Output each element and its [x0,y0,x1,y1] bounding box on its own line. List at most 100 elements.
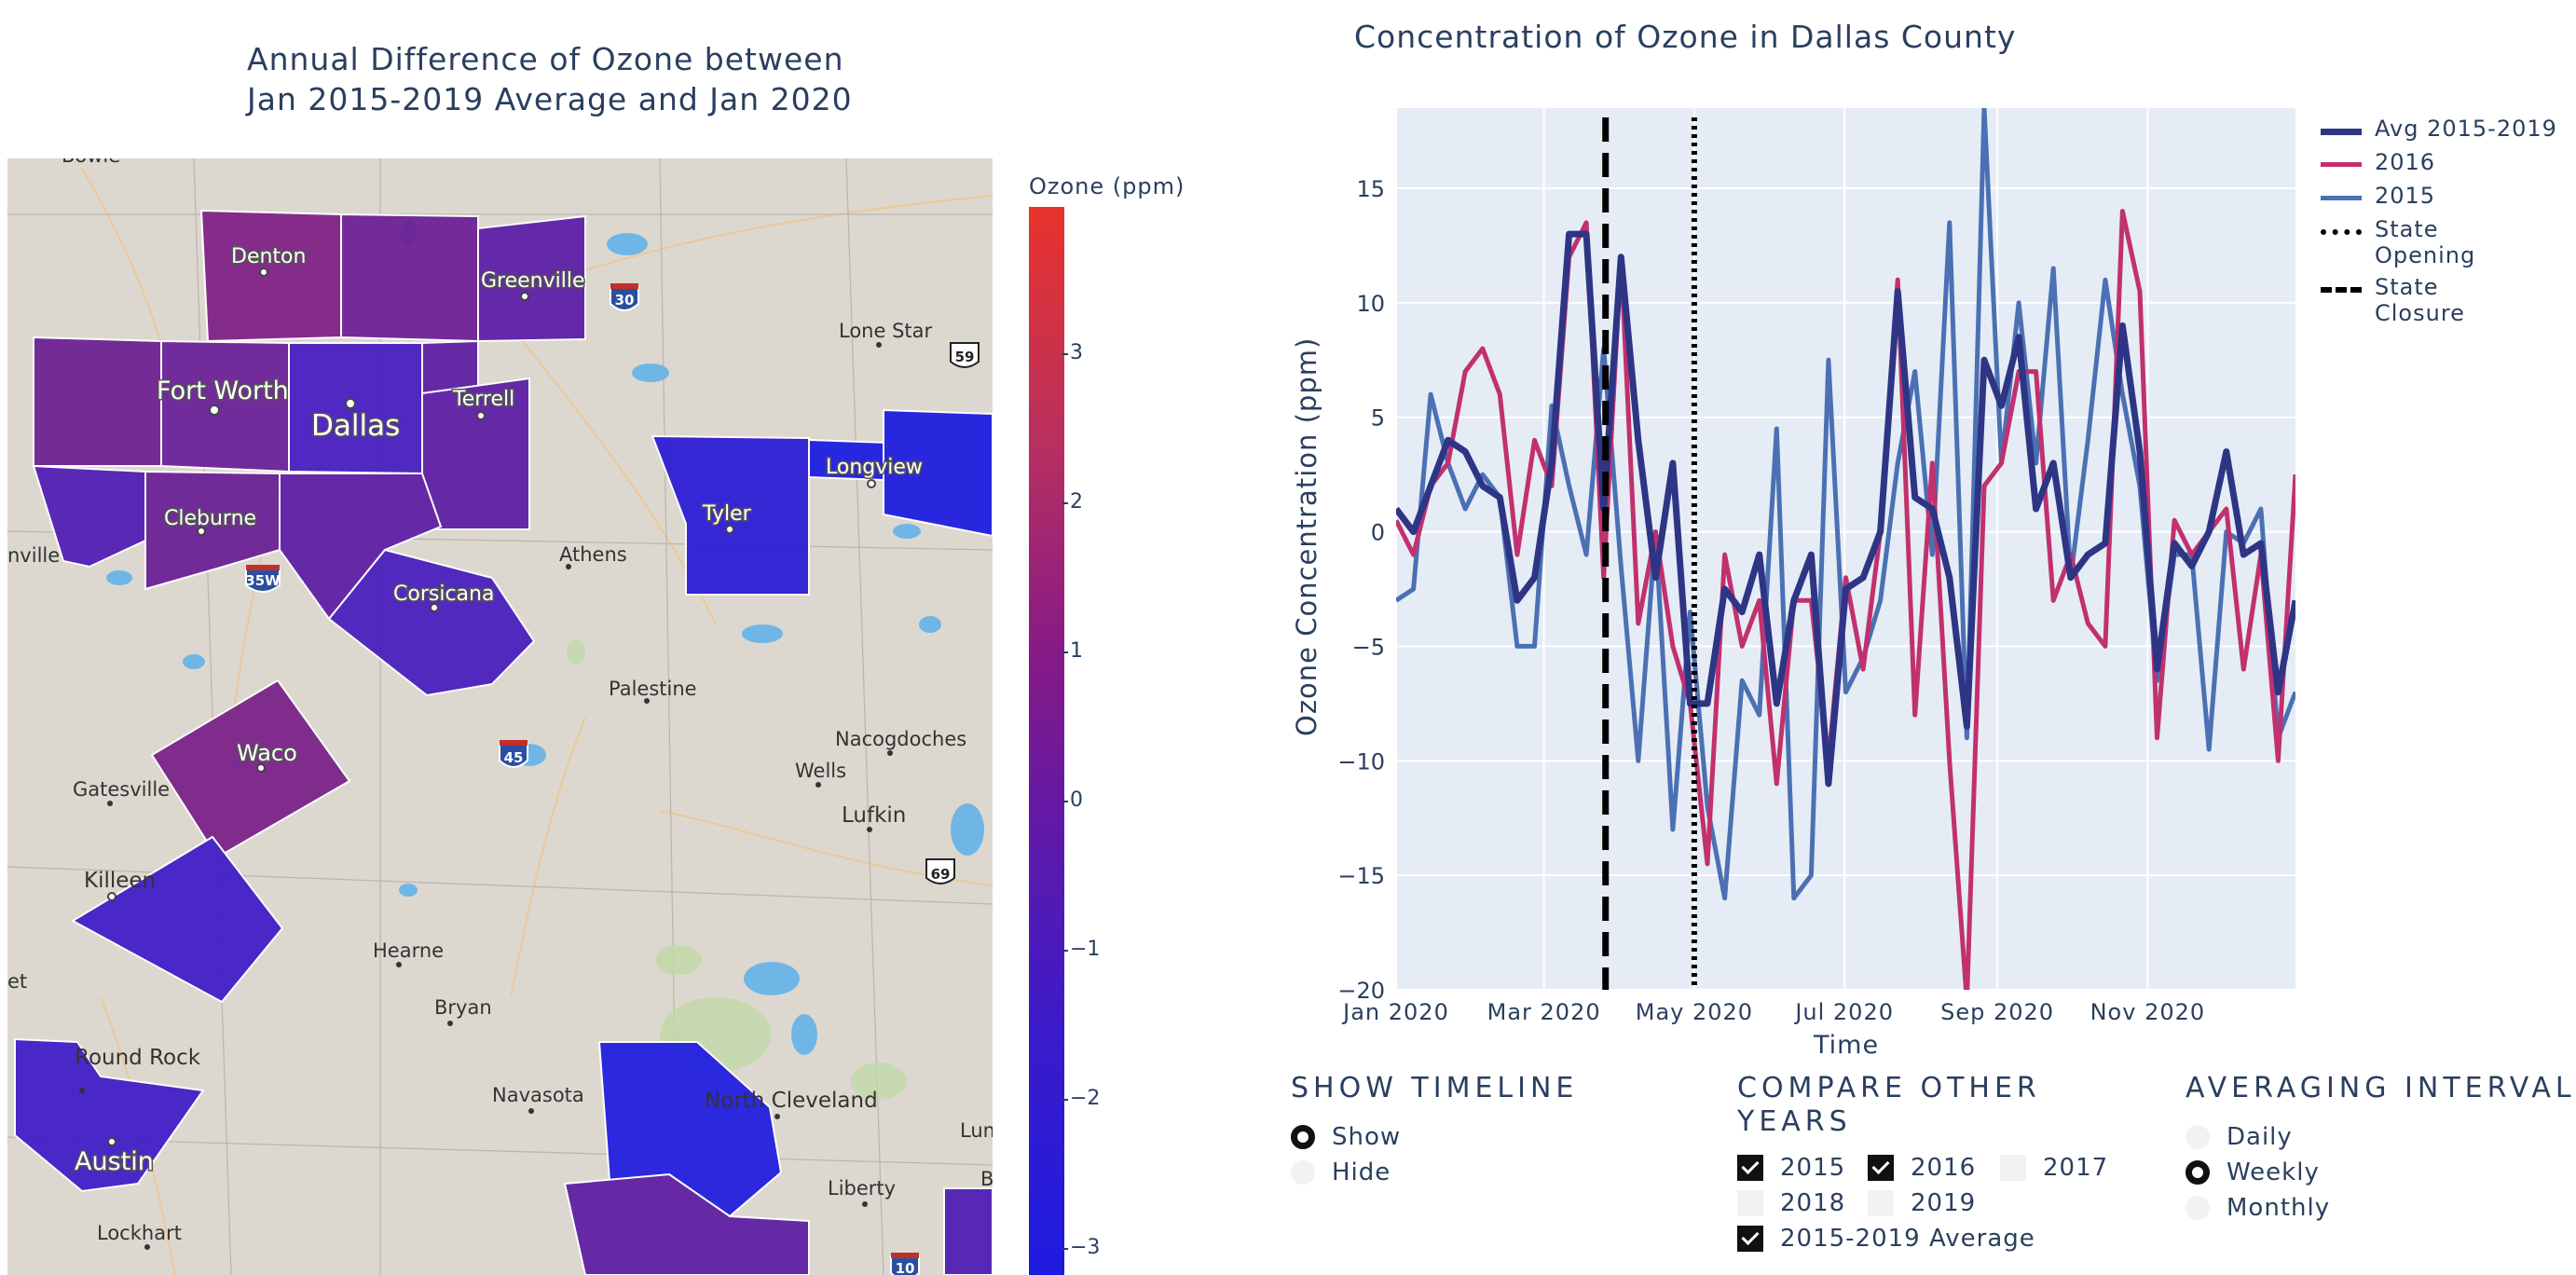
checkbox-2017[interactable]: 2017 [2000,1154,2108,1182]
x-tick-label: Jan 2020 [1341,999,1449,1025]
colorbar-tick: 1 [1062,639,1083,663]
colorbar-tick: −1 [1062,938,1101,961]
checkbox-2015-2019-average[interactable]: 2015-2019 Average [1737,1225,2035,1253]
checkbox-2015[interactable]: 2015 [1737,1154,1845,1182]
ozone-choropleth-map[interactable]: Denton Greenville Fort Worth Dallas Terr… [7,158,993,1275]
label-lum: Lum [960,1119,993,1142]
county-mclennan[interactable] [150,679,351,859]
label-bryan: Bryan [434,996,492,1019]
label-austin: Austin [75,1147,154,1176]
us-69-shield: 69 [925,858,955,884]
label-corsicana: Corsicana [393,583,494,606]
label-dallas: Dallas [311,409,400,443]
legend-item-state-closure[interactable]: State Closure [2317,274,2557,326]
checkbox-2018-box[interactable] [1737,1190,1763,1216]
checkbox-2016[interactable]: 2016 [1868,1154,1976,1182]
county-travis[interactable] [14,1037,205,1193]
checkbox-2018[interactable]: 2018 [1737,1189,1845,1217]
x-tick-label: May 2020 [1636,999,1753,1025]
county-smith[interactable] [651,434,810,596]
radio-daily[interactable]: Daily [2185,1123,2293,1151]
radio-daily-indicator[interactable] [2185,1125,2210,1149]
interstate-45-shield: 45 [499,740,528,768]
label-round-rock: Round Rock [75,1046,201,1070]
label-lone-star: Lone Star [839,320,933,342]
county-parker[interactable] [32,464,146,569]
county-harrison[interactable] [883,408,993,538]
label-nacogdoches: Nacogdoches [835,728,966,750]
colorbar-title: Ozone (ppm) [1029,173,1185,199]
checkbox-2016-box[interactable] [1868,1155,1894,1181]
x-axis-label: Time [1814,1031,1880,1060]
label-denton: Denton [231,245,306,268]
radio-monthly-indicator[interactable] [2185,1196,2210,1220]
interstate-30-shield: 30 [610,283,639,311]
label-longview: Longview [826,456,923,479]
county-navarro[interactable] [327,548,536,697]
colorbar-tick: −3 [1062,1236,1101,1259]
label-b: B [980,1168,993,1190]
radio-weekly-indicator[interactable] [2185,1160,2210,1185]
y-tick-label: −5 [1352,634,1385,660]
label-lockhart: Lockhart [97,1222,182,1244]
label-north-cleveland: North Cleveland [705,1089,878,1113]
interstate-35w-shield: 35W [245,565,281,593]
radio-monthly[interactable]: Monthly [2185,1194,2330,1222]
label-bowie: Bowie [62,158,120,167]
label-fort-worth: Fort Worth [157,377,289,405]
map-title: Annual Difference of Ozone between Jan 2… [247,41,853,117]
label-athens: Athens [559,543,627,566]
label-wells: Wells [795,760,846,782]
label-terrell: Terrell [452,388,514,411]
label-lufkin: Lufkin [842,803,906,828]
radio-weekly[interactable]: Weekly [2185,1158,2320,1186]
checkbox-2019[interactable]: 2019 [1868,1189,1976,1217]
radio-hide[interactable]: Hide [1291,1158,1391,1186]
y-axis-label: Ozone Concentration (ppm) [1291,336,1322,736]
svg-text:30: 30 [615,292,635,308]
series-line-2016 [1396,209,2295,990]
colorbar-tick: 0 [1062,788,1083,812]
label-hearne: Hearne [373,939,444,962]
label-waco: Waco [237,740,297,766]
checkbox-2019-box[interactable] [1868,1190,1894,1216]
svg-text:10: 10 [896,1260,915,1275]
y-tick-label: 10 [1356,291,1385,317]
y-tick-label: −15 [1337,863,1385,889]
county-hunt[interactable] [477,214,586,343]
y-tick-label: 5 [1371,405,1385,432]
colorbar-tick: 3 [1062,341,1083,364]
county-bell[interactable] [70,835,284,1004]
county-collin[interactable] [340,212,479,343]
radio-hide-indicator[interactable] [1291,1160,1315,1185]
radio-show-indicator[interactable] [1291,1125,1315,1149]
county-rockwall[interactable] [421,339,479,394]
ozone-colorbar [1029,207,1064,1275]
radio-show[interactable]: Show [1291,1123,1401,1151]
label-palestine: Palestine [609,678,697,700]
svg-text:45: 45 [504,749,524,766]
legend-item-state-opening[interactable]: State Opening [2317,216,2557,268]
legend-item-avg[interactable]: Avg 2015-2019 [2317,116,2557,144]
county-johnson[interactable] [144,470,281,591]
chart-title: Concentration of Ozone in Dallas County [1354,19,2017,55]
label-cleburne: Cleburne [164,507,256,530]
y-tick-label: 15 [1356,176,1385,202]
county-tarrant[interactable] [160,339,290,473]
legend-item-2015[interactable]: 2015 [2317,183,2557,211]
checkbox-2017-box[interactable] [2000,1155,2026,1181]
x-tick-label: Nov 2020 [2090,999,2206,1025]
plot-background [1396,108,2295,990]
county-jefferson[interactable] [943,1187,993,1275]
label-tyler: Tyler [702,502,752,526]
county-harris[interactable] [563,1172,810,1275]
checkbox-average-box[interactable] [1737,1226,1763,1252]
label-et: et [7,970,27,993]
county-denton[interactable] [199,209,342,343]
county-dallas[interactable] [288,342,423,475]
svg-text:69: 69 [931,866,951,883]
legend-item-2016[interactable]: 2016 [2317,149,2557,177]
county-wise[interactable] [33,336,162,467]
checkbox-2015-box[interactable] [1737,1155,1763,1181]
